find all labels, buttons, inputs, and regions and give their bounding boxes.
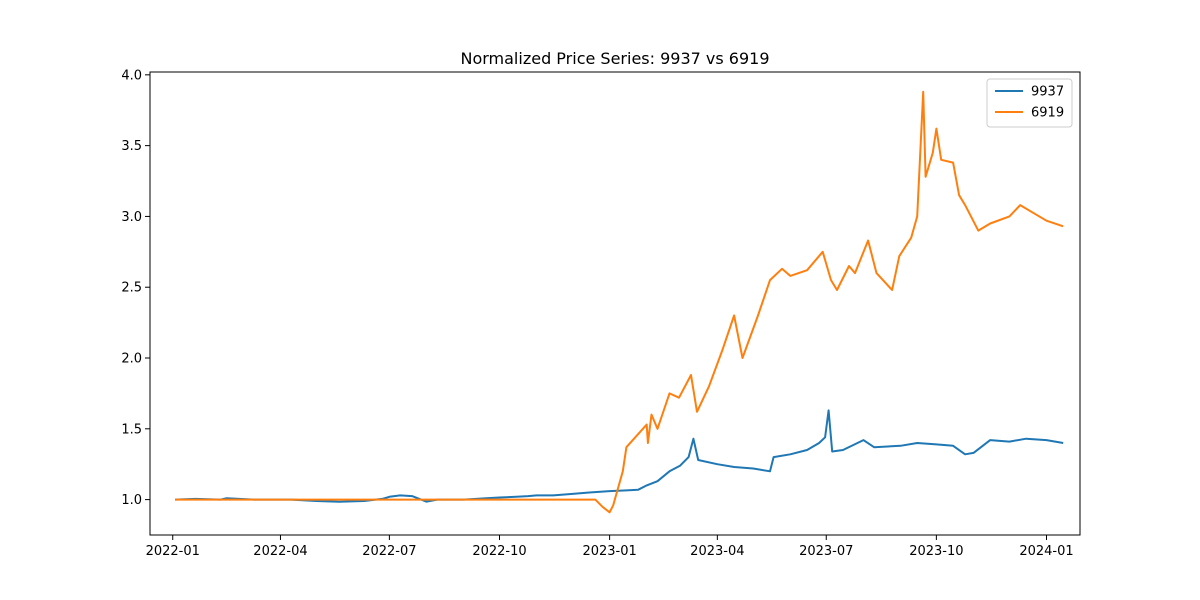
x-tick-label: 2023-07	[799, 544, 853, 559]
series-line-6919	[175, 90, 1064, 514]
y-tick-label: 3.0	[121, 210, 142, 225]
plot-area	[175, 90, 1064, 514]
x-tick-label: 2023-10	[909, 544, 963, 559]
x-tick-label: 2024-01	[1019, 544, 1073, 559]
x-tick-label: 2023-04	[690, 544, 744, 559]
x-tick-label: 2022-10	[472, 544, 526, 559]
axes-frame	[149, 71, 1081, 536]
series-line-9937	[175, 409, 1064, 503]
y-axis: 1.0 1.5 2.0 2.5 3.0 3.5 4.0	[121, 68, 150, 508]
legend-label: 9937	[1031, 85, 1064, 100]
x-tick-label: 2022-04	[253, 544, 307, 559]
legend: 9937 6919	[986, 78, 1073, 128]
chart-title: Normalized Price Series: 9937 vs 6919	[460, 49, 769, 68]
y-tick-label: 3.5	[121, 139, 142, 154]
y-tick-label: 1.0	[121, 493, 142, 508]
y-tick-label: 4.0	[121, 68, 142, 83]
x-axis: 2022-01 2022-04 2022-07 2022-10 2023-01 2023-…	[146, 535, 1074, 559]
x-tick-label: 2022-07	[362, 544, 416, 559]
x-tick-label: 2022-01	[146, 544, 200, 559]
y-tick-label: 2.5	[121, 281, 142, 296]
y-tick-label: 2.0	[121, 352, 142, 367]
legend-label: 6919	[1031, 106, 1064, 121]
y-tick-label: 1.5	[121, 422, 142, 437]
x-tick-label: 2023-01	[582, 544, 636, 559]
